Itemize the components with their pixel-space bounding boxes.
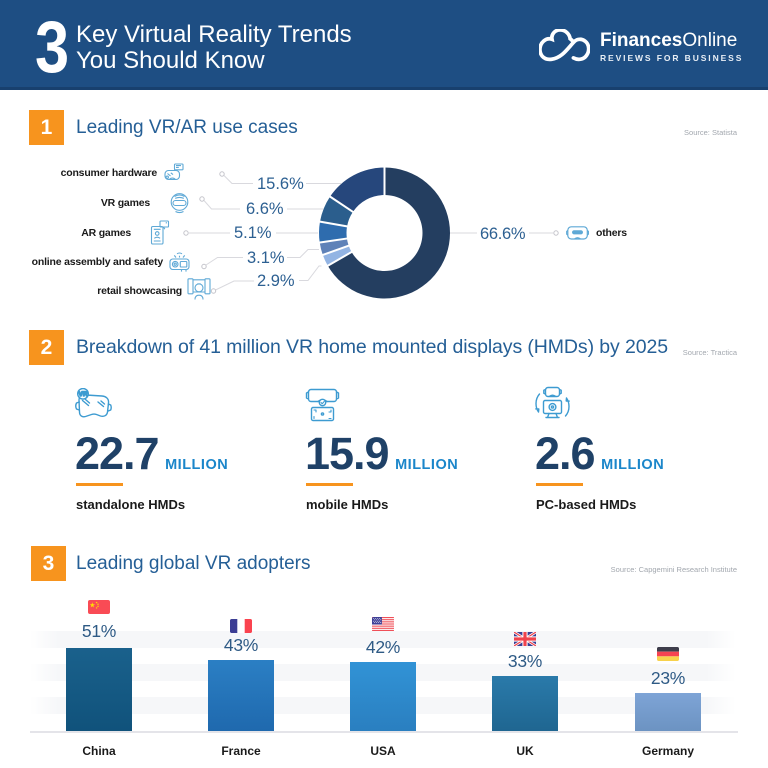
svg-text:VR: VR <box>78 391 87 398</box>
